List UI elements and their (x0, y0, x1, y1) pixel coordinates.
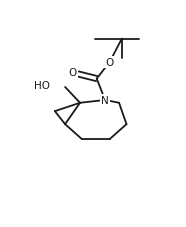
Text: O: O (106, 58, 114, 68)
Text: N: N (101, 96, 109, 106)
Text: HO: HO (34, 81, 50, 91)
Text: O: O (68, 67, 76, 77)
